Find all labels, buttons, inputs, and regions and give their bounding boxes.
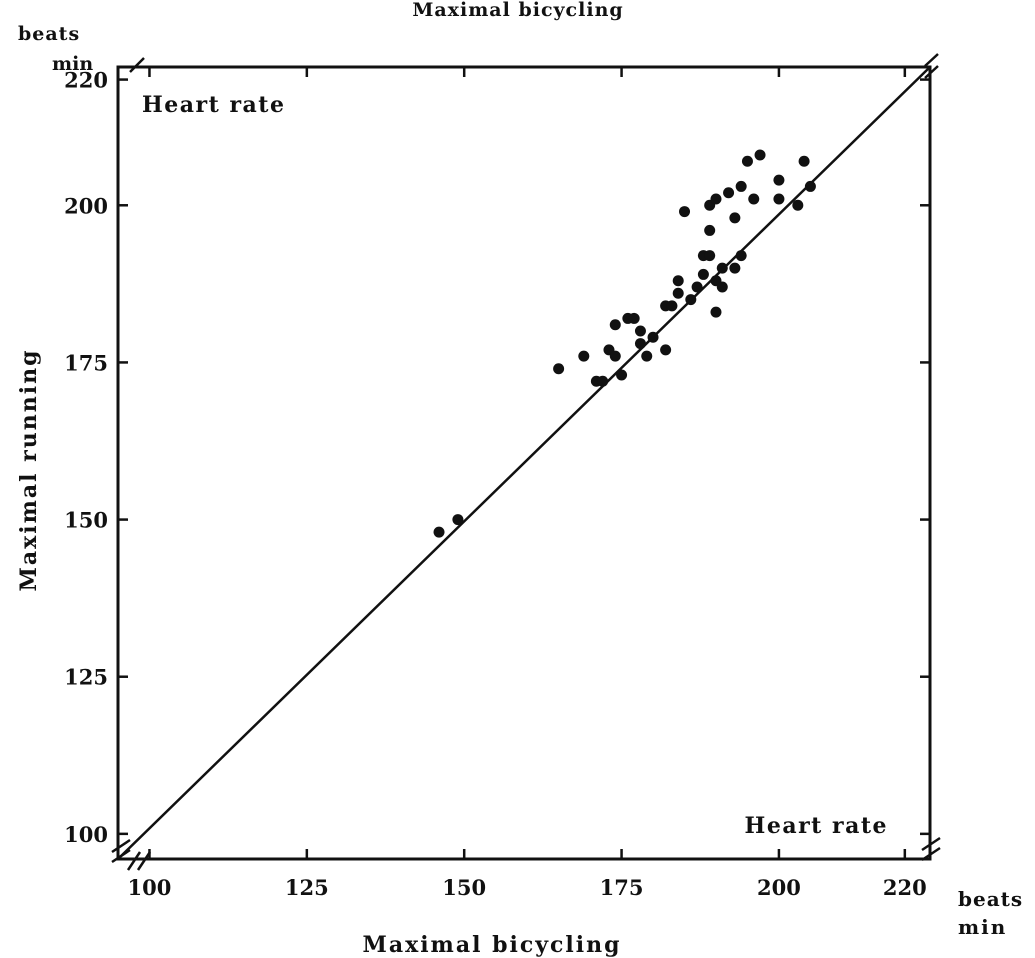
data-point	[628, 312, 640, 324]
data-point	[679, 206, 691, 218]
data-point	[433, 526, 445, 538]
y-axis-title: Maximal running	[16, 349, 42, 592]
data-point	[578, 350, 590, 362]
data-point	[710, 306, 722, 318]
data-point	[729, 262, 741, 274]
axis-break-marks	[111, 53, 941, 871]
x-axis-title: Maximal bicycling	[362, 932, 621, 958]
data-point	[798, 155, 810, 167]
x-tick-label: 100	[128, 875, 172, 900]
y-tick-label: 100	[64, 822, 108, 847]
y-tick-label: 200	[64, 193, 108, 218]
x-tick-label: 200	[757, 875, 801, 900]
data-points	[433, 149, 816, 538]
x-unit-denominator: min	[958, 915, 1007, 939]
data-point	[716, 262, 728, 274]
x-unit-numerator: beats	[958, 887, 1023, 911]
data-point	[704, 250, 716, 262]
data-point	[704, 224, 716, 236]
data-point	[597, 375, 609, 387]
data-point	[685, 294, 697, 306]
x-tick-label: 220	[883, 875, 927, 900]
top-caption: Maximal bicycling	[412, 0, 623, 21]
y-unit-denominator: min	[52, 53, 93, 75]
data-point	[741, 155, 753, 167]
x-tick-label: 150	[442, 875, 486, 900]
panel-label-top: Heart rate	[142, 92, 285, 118]
data-point	[697, 268, 709, 280]
panel-label-bottom: Heart rate	[745, 813, 888, 839]
data-point	[716, 281, 728, 293]
data-point	[609, 319, 621, 331]
data-point	[735, 180, 747, 192]
data-point	[729, 212, 741, 224]
data-point	[672, 275, 684, 287]
data-point	[609, 350, 621, 362]
y-tick-label: 175	[64, 350, 108, 375]
y-unit-numerator: beats	[18, 23, 80, 45]
data-point	[748, 193, 760, 205]
data-point	[641, 350, 653, 362]
data-point	[647, 331, 659, 343]
data-point	[710, 193, 722, 205]
x-tick-label: 175	[600, 875, 644, 900]
data-point	[452, 514, 464, 526]
data-point	[616, 369, 628, 381]
identity-line-group	[117, 66, 931, 860]
data-point	[773, 193, 785, 205]
data-point	[792, 199, 804, 211]
data-point	[666, 300, 678, 312]
data-point	[773, 174, 785, 186]
y-tick-label: 150	[64, 508, 108, 533]
data-point	[660, 344, 672, 356]
data-point	[691, 281, 703, 293]
data-point	[672, 287, 684, 299]
y-tick-label: 220	[64, 68, 108, 93]
data-point	[723, 187, 735, 199]
data-point	[804, 180, 816, 192]
y-tick-label: 125	[64, 665, 108, 690]
identity-line	[117, 66, 931, 860]
data-point	[634, 338, 646, 350]
tick-labels: 100 125 150 175 200 220 100 125 150 175 200 220	[64, 68, 927, 900]
data-point	[634, 325, 646, 337]
plot-frame	[116, 65, 932, 861]
x-tick-label: 125	[285, 875, 329, 900]
data-point	[735, 250, 747, 262]
axis-ticks	[118, 67, 930, 859]
data-point	[553, 363, 565, 375]
data-point	[754, 149, 766, 161]
